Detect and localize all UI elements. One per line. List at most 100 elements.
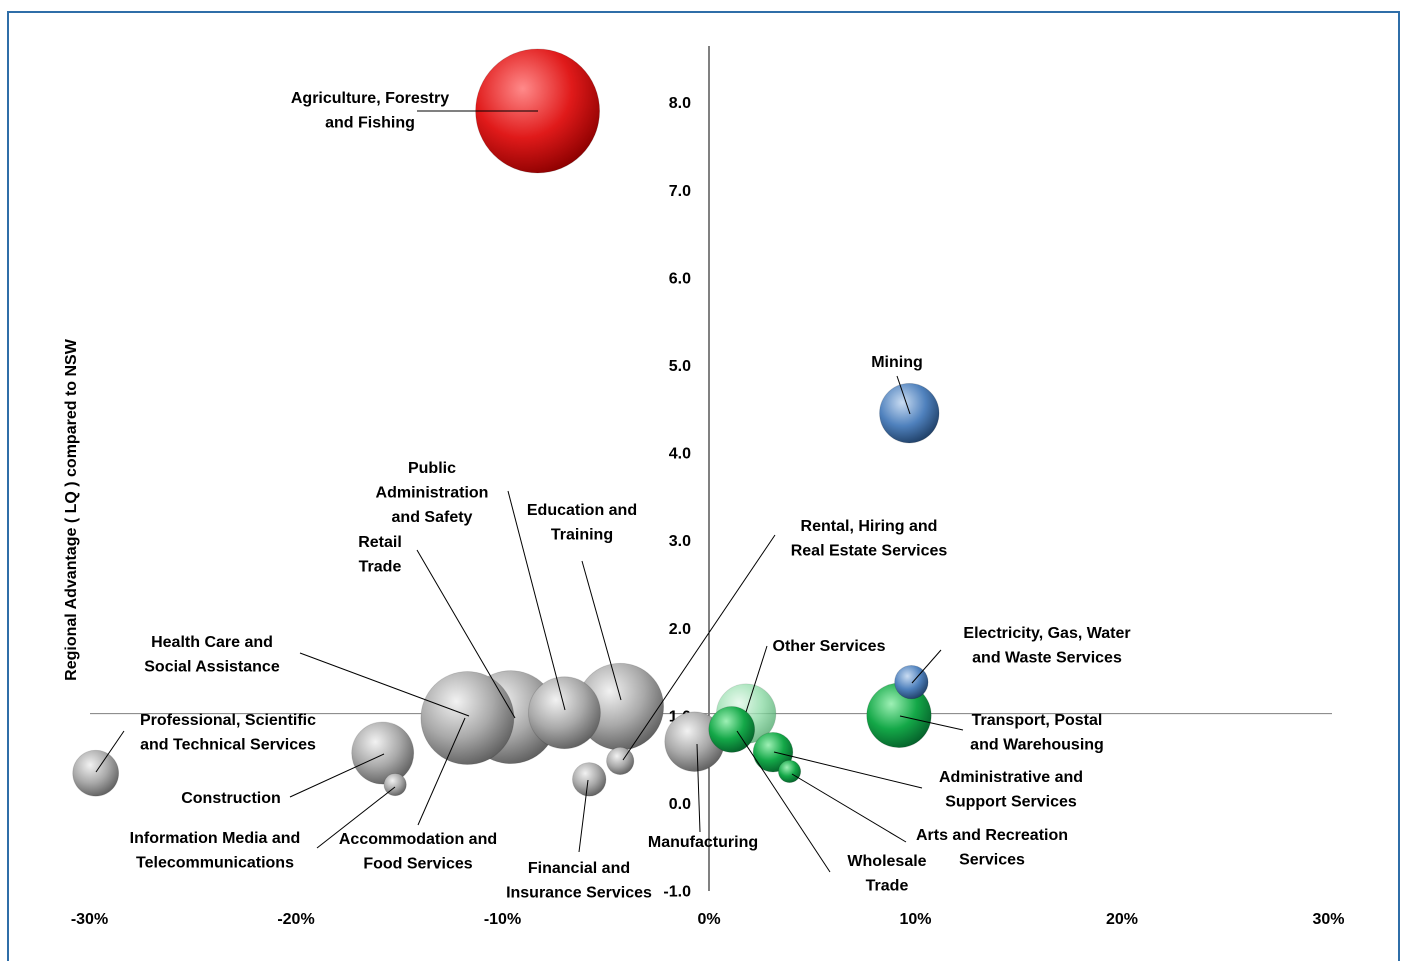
y-tick-label: 8.0 <box>669 95 691 112</box>
point-label: Education and Training <box>527 502 637 544</box>
point-label-line: Trade <box>866 878 909 895</box>
x-axis-ticks: -30% -20% -10% 0% 10% 20% 30% <box>71 911 1345 928</box>
leader-line <box>416 549 516 719</box>
point-label-line: Other Services <box>773 638 886 655</box>
point-label: Transport, Postal and Warehousing <box>970 712 1104 754</box>
bubble-rental-hiring-and-real-estate-services <box>606 746 635 775</box>
leader-line <box>911 649 942 684</box>
point-label-line: Real Estate Services <box>791 543 948 560</box>
leader-line <box>896 375 911 415</box>
point-label: Retail Trade <box>358 534 402 576</box>
leader-line <box>581 560 622 701</box>
point-label: Accommodation and Food Services <box>339 831 497 873</box>
point-label-line: Agriculture, Forestry <box>291 90 449 107</box>
point-label-line: Construction <box>181 790 281 807</box>
x-tick-label: -30% <box>71 911 108 928</box>
y-tick-label: 2.0 <box>669 621 691 638</box>
point-label: Financial and Insurance Services <box>506 860 652 902</box>
point-label-line: Administration <box>376 485 489 502</box>
x-tick-label: 30% <box>1312 911 1344 928</box>
leader-line <box>622 534 776 761</box>
point-label-line: Health Care and <box>151 634 273 651</box>
point-label-line: and Technical Services <box>140 737 316 754</box>
point-label-line: Training <box>551 527 613 544</box>
leader-line <box>736 730 831 873</box>
point-label-line: and Warehousing <box>970 737 1104 754</box>
y-tick-label: 5.0 <box>669 358 691 375</box>
point-label-line: Accommodation and <box>339 831 497 848</box>
leader-line <box>899 715 964 731</box>
leader-line <box>745 645 768 713</box>
point-label: Administrative and Support Services <box>939 769 1083 811</box>
y-tick-label: 6.0 <box>669 270 691 287</box>
point-label-line: Administrative and <box>939 769 1083 786</box>
point-label: Wholesale Trade <box>847 853 926 895</box>
point-label-line: Social Assistance <box>144 659 280 676</box>
point-label-line: Wholesale <box>847 853 926 870</box>
point-label: Agriculture, Forestry and Fishing <box>291 90 449 132</box>
point-label-line: and Fishing <box>325 115 415 132</box>
leader-line <box>316 786 396 849</box>
x-tick-label: 20% <box>1106 911 1138 928</box>
point-label-line: Retail <box>358 534 402 551</box>
bubble-arts-and-recreation-services <box>777 759 802 784</box>
point-label: Other Services <box>773 638 886 655</box>
bubble-public-administration-and-safety <box>528 676 601 750</box>
bubble-administrative-and-support-services <box>752 731 794 773</box>
y-tick-label: 7.0 <box>669 183 691 200</box>
point-label-line: Insurance Services <box>506 885 652 902</box>
point-label-line: Public <box>408 460 456 477</box>
leader-line <box>696 743 701 833</box>
point-label: Information Media and Telecommunications <box>130 830 301 872</box>
leader-line <box>95 730 125 773</box>
bubble-professional-scientific-and-technical-services <box>72 749 120 797</box>
point-label: Arts and Recreation Services <box>916 827 1068 869</box>
x-tick-label: 0% <box>697 911 720 928</box>
point-label-line: Information Media and <box>130 830 301 847</box>
y-tick-label: 0.0 <box>669 796 691 813</box>
leader-line <box>578 779 589 853</box>
leader-line <box>299 652 470 717</box>
x-tick-label: -20% <box>277 911 314 928</box>
chart-frame <box>7 11 1400 961</box>
point-label: Construction <box>181 790 281 807</box>
leader-lines <box>95 110 964 873</box>
point-label: Electricity, Gas, Water and Waste Service… <box>963 625 1130 667</box>
leader-line <box>791 773 907 843</box>
y-tick-label: 4.0 <box>669 446 691 463</box>
point-label-line: Education and <box>527 502 637 519</box>
bubble-wholesale-trade <box>708 706 756 753</box>
point-label: Rental, Hiring and Real Estate Services <box>791 518 948 560</box>
point-label-line: Trade <box>359 559 402 576</box>
point-label-line: Professional, Scientific <box>140 712 316 729</box>
point-label-line: Support Services <box>945 794 1077 811</box>
point-label-line: Rental, Hiring and <box>801 518 938 535</box>
point-label-line: and Safety <box>392 509 473 526</box>
point-label-line: Electricity, Gas, Water <box>963 625 1130 642</box>
bubble-financial-and-insurance-services <box>572 762 607 797</box>
point-label: Health Care and Social Assistance <box>144 634 280 676</box>
point-label-line: Manufacturing <box>648 834 758 851</box>
leader-line <box>289 753 385 798</box>
point-label: Manufacturing <box>648 834 758 851</box>
point-label-line: Telecommunications <box>136 855 294 872</box>
point-labels: Agriculture, Forestry and Fishing Mining El… <box>130 90 1131 902</box>
y-tick-label: -1.0 <box>663 884 691 901</box>
bubble-health-care-and-social-assistance <box>420 671 515 765</box>
y-axis-ticks: 8.07.06.05.04.03.02.01.00.0-1.0 <box>663 95 691 900</box>
point-label: Public Administration and Safety <box>376 460 489 526</box>
x-tick-label: -10% <box>484 911 521 928</box>
point-label: Mining <box>871 354 923 371</box>
point-label-line: Mining <box>871 354 923 371</box>
point-label-line: Transport, Postal <box>972 712 1103 729</box>
x-tick-label: 10% <box>899 911 931 928</box>
bubble-construction <box>351 721 415 785</box>
leader-line <box>417 717 466 826</box>
leader-line <box>773 751 923 789</box>
bubbles <box>72 48 940 797</box>
point-label-line: Arts and Recreation <box>916 827 1068 844</box>
point-label-line: Financial and <box>528 860 630 877</box>
point-label-line: Food Services <box>363 856 472 873</box>
bubble-information-media-and-telecommunications <box>383 773 407 797</box>
